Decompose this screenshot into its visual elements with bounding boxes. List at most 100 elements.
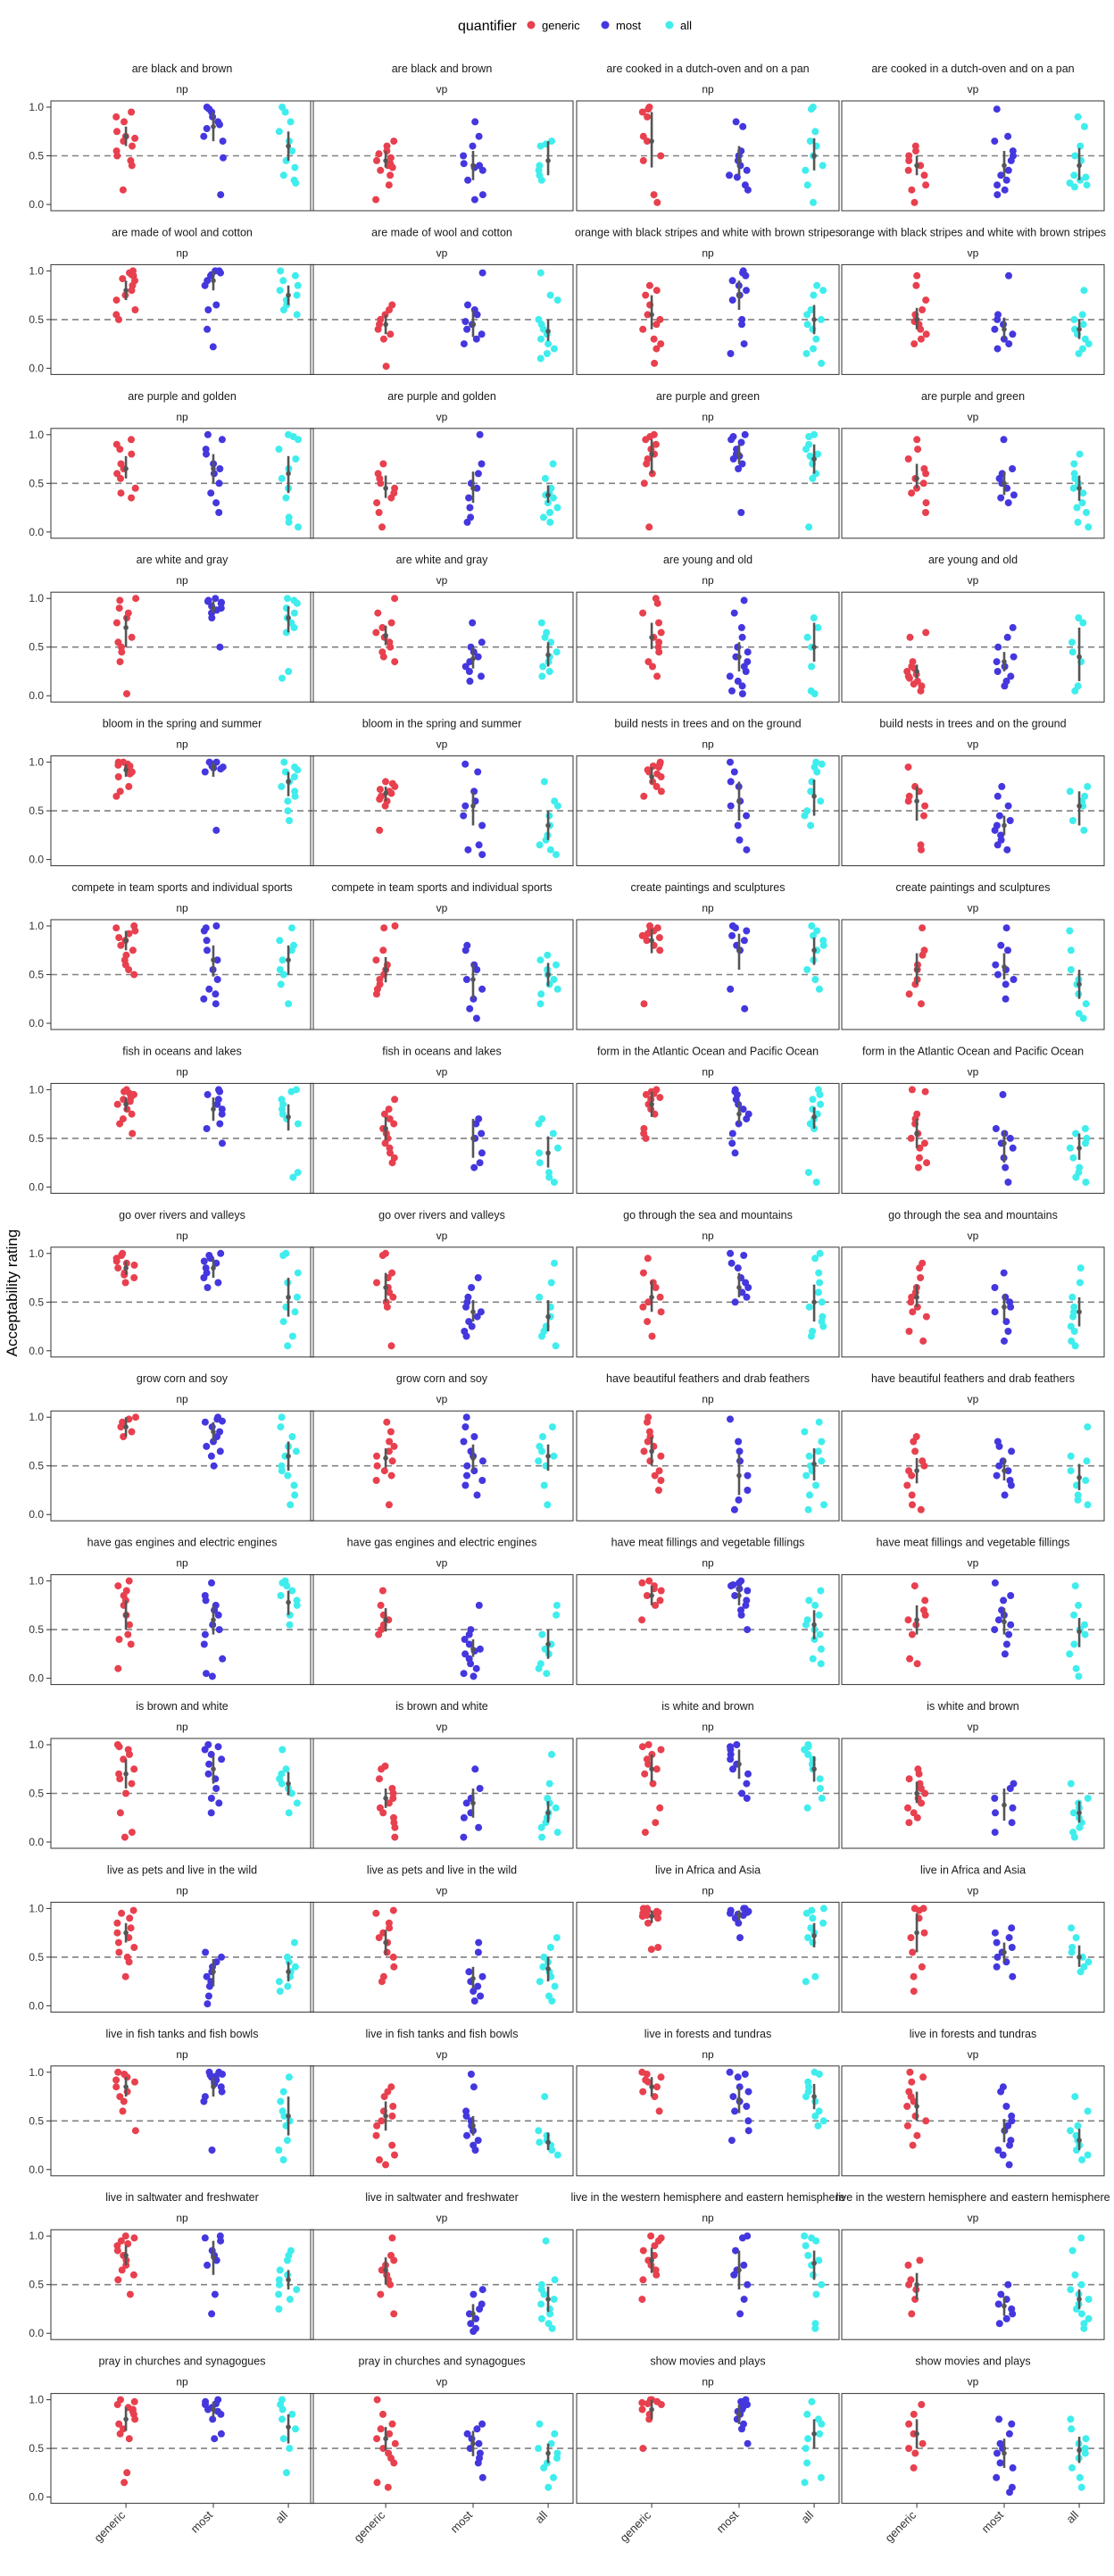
data-point (545, 668, 553, 675)
panel: are cooked in a dutch-oven and on a panv… (841, 63, 1105, 212)
y-tick-label: 0.0 (29, 2491, 44, 2504)
data-point (552, 1342, 560, 1350)
data-point (128, 1428, 136, 1436)
data-point (994, 971, 1002, 979)
data-point (652, 440, 660, 448)
mean-point (470, 977, 476, 982)
panel-border (310, 591, 574, 703)
data-point (553, 1934, 561, 1942)
panel-title: is white and brown (661, 1700, 754, 1713)
data-point (734, 677, 742, 685)
panel-title: are cooked in a dutch-oven and on a pan (871, 63, 1074, 75)
data-point (1085, 1958, 1093, 1966)
data-point (114, 1264, 122, 1272)
data-point (920, 1929, 928, 1937)
panel-subtitle: vp (436, 1230, 448, 1242)
data-point (653, 321, 661, 329)
data-point (131, 2127, 139, 2135)
data-point (1079, 321, 1087, 329)
data-point (379, 946, 387, 955)
data-point (813, 281, 821, 289)
data-point (278, 674, 286, 682)
data-point (478, 2420, 486, 2428)
data-point (462, 1303, 470, 1311)
data-point (812, 335, 820, 343)
data-point (372, 956, 380, 964)
mean-point (736, 2097, 742, 2103)
data-point (1082, 1000, 1090, 1008)
data-point (1002, 980, 1010, 988)
data-point (461, 1650, 470, 1658)
data-point (462, 1799, 470, 1807)
data-point (112, 792, 121, 800)
data-point (461, 663, 470, 671)
panel-subtitle: vp (968, 1721, 979, 1733)
mean-point (1077, 2297, 1082, 2302)
mean-point (470, 1976, 476, 1981)
data-point (802, 2242, 810, 2250)
data-point (539, 1963, 547, 1971)
data-point (917, 1505, 925, 1513)
data-point (121, 2232, 129, 2240)
data-point (905, 2280, 913, 2288)
mean-point (1077, 1810, 1082, 1816)
panel-subtitle: np (702, 246, 714, 259)
data-point (802, 1909, 811, 1917)
data-point (290, 1481, 298, 1489)
data-point (553, 2455, 561, 2462)
data-point (380, 1467, 388, 1475)
data-point (381, 311, 389, 319)
data-point (539, 513, 547, 521)
panel-title: are black and brown (392, 63, 493, 75)
data-point (919, 306, 927, 313)
data-point (994, 2300, 1002, 2308)
panel-title: pray in churches and synagogues (99, 2355, 266, 2368)
data-point (472, 1014, 480, 1022)
data-point (913, 1813, 921, 1822)
data-point (275, 2290, 283, 2298)
data-point (639, 2247, 647, 2255)
data-point (644, 1318, 652, 1326)
data-point (1008, 2420, 1016, 2428)
data-point (468, 1284, 476, 1291)
data-point (992, 961, 1000, 969)
panel-border (841, 2065, 1105, 2177)
data-point (201, 281, 209, 289)
data-point (1082, 1179, 1090, 1186)
data-point (919, 951, 927, 959)
panel-title: is white and brown (927, 1700, 1019, 1713)
data-point (128, 1780, 136, 1788)
data-point (478, 672, 485, 680)
data-point (812, 1179, 820, 1186)
data-point (537, 2300, 545, 2308)
data-point (129, 142, 136, 150)
panel-subtitle: vp (968, 1884, 979, 1897)
panel-subtitle: vp (968, 574, 979, 587)
data-point (921, 1088, 929, 1096)
y-tick-label: 1.0 (29, 920, 44, 932)
data-point (651, 1471, 659, 1480)
data-point (389, 1293, 397, 1301)
data-point (284, 1471, 292, 1480)
data-point (536, 1149, 544, 1157)
data-point (383, 147, 391, 155)
y-tick-label: 1.0 (29, 2066, 44, 2079)
panel-subtitle: vp (968, 1065, 979, 1078)
data-point (381, 1139, 389, 1147)
data-point (476, 1785, 484, 1792)
data-point (291, 271, 299, 279)
data-point (996, 2459, 1004, 2467)
data-point (1077, 2234, 1085, 2242)
data-point (639, 609, 647, 617)
data-point (1066, 927, 1074, 935)
panel-subtitle: vp (436, 1884, 448, 1897)
data-point (1002, 176, 1010, 184)
data-point (744, 1626, 752, 1634)
data-point (219, 1417, 226, 1425)
data-point (201, 1746, 209, 1754)
